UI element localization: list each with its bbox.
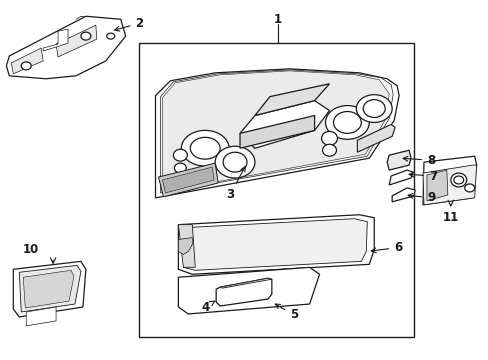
Polygon shape [426, 170, 447, 201]
Text: 5: 5 [275, 304, 297, 321]
Polygon shape [178, 215, 373, 274]
Text: 2: 2 [114, 17, 143, 31]
Polygon shape [183, 219, 366, 270]
Polygon shape [178, 238, 192, 255]
Ellipse shape [333, 112, 361, 133]
Polygon shape [178, 267, 319, 314]
Ellipse shape [174, 163, 186, 173]
Text: 8: 8 [402, 154, 434, 167]
Polygon shape [391, 188, 414, 202]
Polygon shape [386, 150, 410, 170]
Text: 4: 4 [201, 301, 214, 314]
Text: 3: 3 [225, 167, 244, 201]
Ellipse shape [450, 173, 466, 187]
Polygon shape [158, 163, 218, 197]
Polygon shape [19, 265, 81, 312]
Polygon shape [6, 16, 125, 79]
Ellipse shape [106, 33, 115, 39]
Ellipse shape [321, 131, 337, 145]
Ellipse shape [453, 176, 463, 184]
Text: 11: 11 [442, 211, 458, 224]
Polygon shape [162, 71, 388, 192]
Ellipse shape [322, 144, 336, 156]
Polygon shape [26, 307, 56, 326]
Text: 6: 6 [370, 241, 402, 254]
Polygon shape [240, 100, 329, 148]
Bar [138, 43, 413, 337]
Polygon shape [216, 278, 271, 306]
Polygon shape [160, 70, 392, 193]
Polygon shape [422, 156, 476, 205]
Ellipse shape [173, 149, 187, 161]
Polygon shape [43, 29, 68, 51]
Polygon shape [13, 261, 86, 317]
Polygon shape [162, 167, 214, 193]
Ellipse shape [21, 62, 31, 70]
Ellipse shape [181, 130, 228, 166]
Ellipse shape [190, 137, 220, 159]
Polygon shape [178, 225, 195, 267]
Polygon shape [11, 48, 43, 74]
Ellipse shape [363, 100, 385, 117]
Ellipse shape [464, 184, 474, 192]
Text: 10: 10 [23, 243, 39, 256]
Ellipse shape [356, 95, 391, 122]
Polygon shape [23, 270, 74, 308]
Polygon shape [56, 25, 97, 57]
Text: 1: 1 [273, 13, 281, 26]
Polygon shape [357, 125, 394, 152]
Ellipse shape [223, 152, 246, 172]
Ellipse shape [215, 146, 254, 178]
Polygon shape [254, 84, 329, 116]
Text: 7: 7 [408, 170, 436, 183]
Polygon shape [240, 116, 314, 148]
Ellipse shape [81, 32, 91, 40]
Polygon shape [220, 278, 271, 288]
Polygon shape [388, 170, 412, 185]
Text: 9: 9 [407, 192, 434, 204]
Polygon shape [155, 69, 398, 198]
Polygon shape [422, 165, 476, 205]
Ellipse shape [325, 105, 368, 139]
